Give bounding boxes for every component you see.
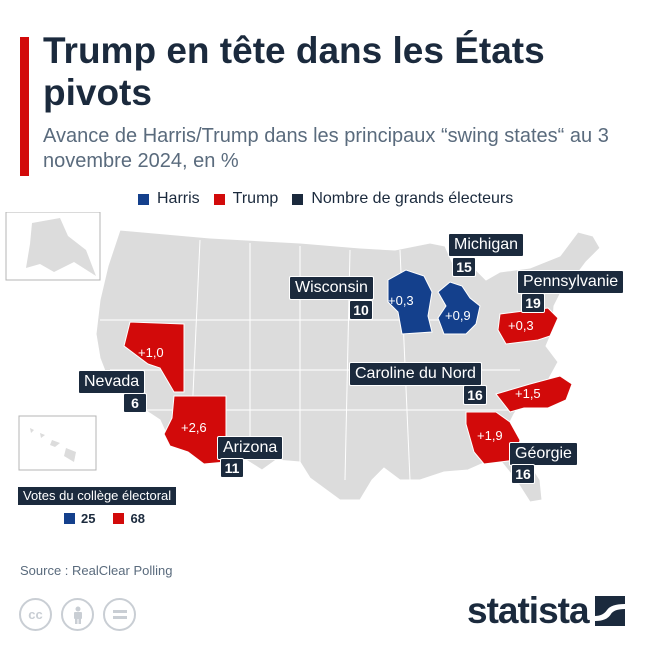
legend-item-harris: Harris <box>138 190 200 208</box>
margin-label-pennsylvania: +0,3 <box>508 318 534 333</box>
electoral-votes-title: Votes du collège électoral <box>18 487 177 505</box>
margin-label-georgia: +1,9 <box>477 428 503 443</box>
state-shape-north-carolina <box>495 375 573 413</box>
state-name-pennsylvania: Pennsylvanie <box>517 270 625 294</box>
electors-michigan: 15 <box>452 257 476 277</box>
harris-votes-swatch <box>64 513 75 524</box>
legend-item-trump: Trump <box>213 190 279 208</box>
state-name-wisconsin: Wisconsin <box>289 276 374 300</box>
statista-logo[interactable]: statista <box>467 590 625 632</box>
state-shape-nevada <box>123 321 185 393</box>
legend-label-electors: Nombre de grands électeurs <box>311 190 514 207</box>
state-name-arizona: Arizona <box>217 436 284 460</box>
electors-pennsylvania: 19 <box>521 293 545 313</box>
state-shape-michigan <box>437 281 481 335</box>
alaska-shape <box>26 218 96 276</box>
legend-label-harris: Harris <box>157 190 200 207</box>
legend-label-trump: Trump <box>232 190 279 207</box>
trump-votes: 68 <box>130 511 145 526</box>
page-title: Trump en tête dans les États pivots <box>43 30 545 113</box>
electors-georgia: 16 <box>511 464 535 484</box>
electors-nevada: 6 <box>123 393 147 413</box>
state-name-michigan: Michigan <box>448 233 525 257</box>
cc-icon[interactable]: cc <box>19 598 52 631</box>
state-shape-wisconsin <box>387 269 433 335</box>
harris-votes: 25 <box>81 511 96 526</box>
hawaii-shape <box>30 428 76 462</box>
state-shape-arizona <box>163 395 227 465</box>
trump-votes-swatch <box>113 513 125 524</box>
electoral-votes-row: 25 68 <box>64 511 145 526</box>
legend-item-electors: Nombre de grands électeurs <box>292 190 513 208</box>
margin-label-michigan: +0,9 <box>445 308 471 323</box>
no-derivatives-icon[interactable] <box>103 598 136 631</box>
page-subtitle: Avance de Harris/Trump dans les principa… <box>43 125 609 172</box>
trump-swatch <box>213 193 225 205</box>
brand-name: statista <box>467 590 590 631</box>
legend: Harris Trump Nombre de grands électeurs <box>138 189 527 209</box>
state-name-nevada: Nevada <box>78 370 146 394</box>
state-name-north-carolina: Caroline du Nord <box>349 362 482 386</box>
statista-mark-icon <box>594 596 625 626</box>
accent-bar <box>20 37 29 176</box>
license-icons: cc <box>19 598 145 631</box>
us-map <box>5 212 601 503</box>
margin-label-wisconsin: +0,3 <box>388 293 414 308</box>
electors-swatch <box>292 193 304 205</box>
margin-label-arizona: +2,6 <box>181 420 207 435</box>
electors-wisconsin: 10 <box>349 300 373 320</box>
attribution-icon[interactable] <box>61 598 94 631</box>
source-note: Source : RealClear Polling <box>20 563 173 578</box>
margin-label-nevada: +1,0 <box>138 345 164 360</box>
electors-north-carolina: 16 <box>463 385 487 405</box>
margin-label-north-carolina: +1,5 <box>515 386 541 401</box>
harris-swatch <box>138 193 149 205</box>
electors-arizona: 11 <box>220 458 244 478</box>
state-name-georgia: Géorgie <box>509 442 578 466</box>
electoral-votes-box: Votes du collège électoral 25 68 <box>14 485 200 533</box>
state-shape-pennsylvania <box>497 307 559 345</box>
